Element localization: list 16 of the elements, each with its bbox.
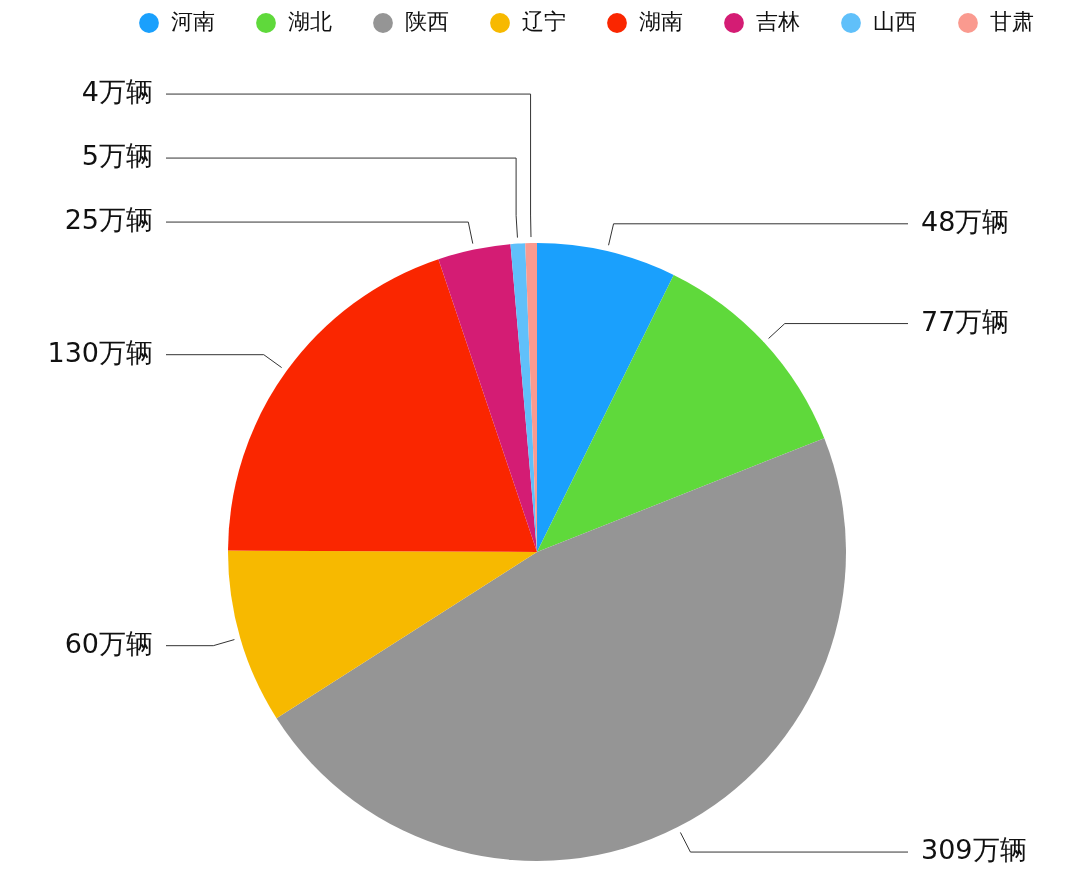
data-label: 130万辆 xyxy=(47,336,153,368)
data-label: 60万辆 xyxy=(64,627,153,659)
data-label: 25万辆 xyxy=(64,204,153,236)
legend-label: 山西 xyxy=(873,8,917,34)
legend-label: 吉林 xyxy=(756,8,800,34)
data-label: 5万辆 xyxy=(81,140,153,172)
data-label: 77万辆 xyxy=(921,305,1010,337)
data-label: 4万辆 xyxy=(81,76,153,108)
legend-label: 陕西 xyxy=(405,8,449,34)
data-label: 309万辆 xyxy=(921,834,1027,866)
legend-label: 甘肃 xyxy=(990,8,1034,34)
data-label: 48万辆 xyxy=(921,205,1010,237)
legend-label: 河南 xyxy=(171,8,215,34)
legend-label: 湖南 xyxy=(639,8,683,34)
legend-label: 湖北 xyxy=(288,8,332,34)
legend-label: 辽宁 xyxy=(522,8,566,34)
